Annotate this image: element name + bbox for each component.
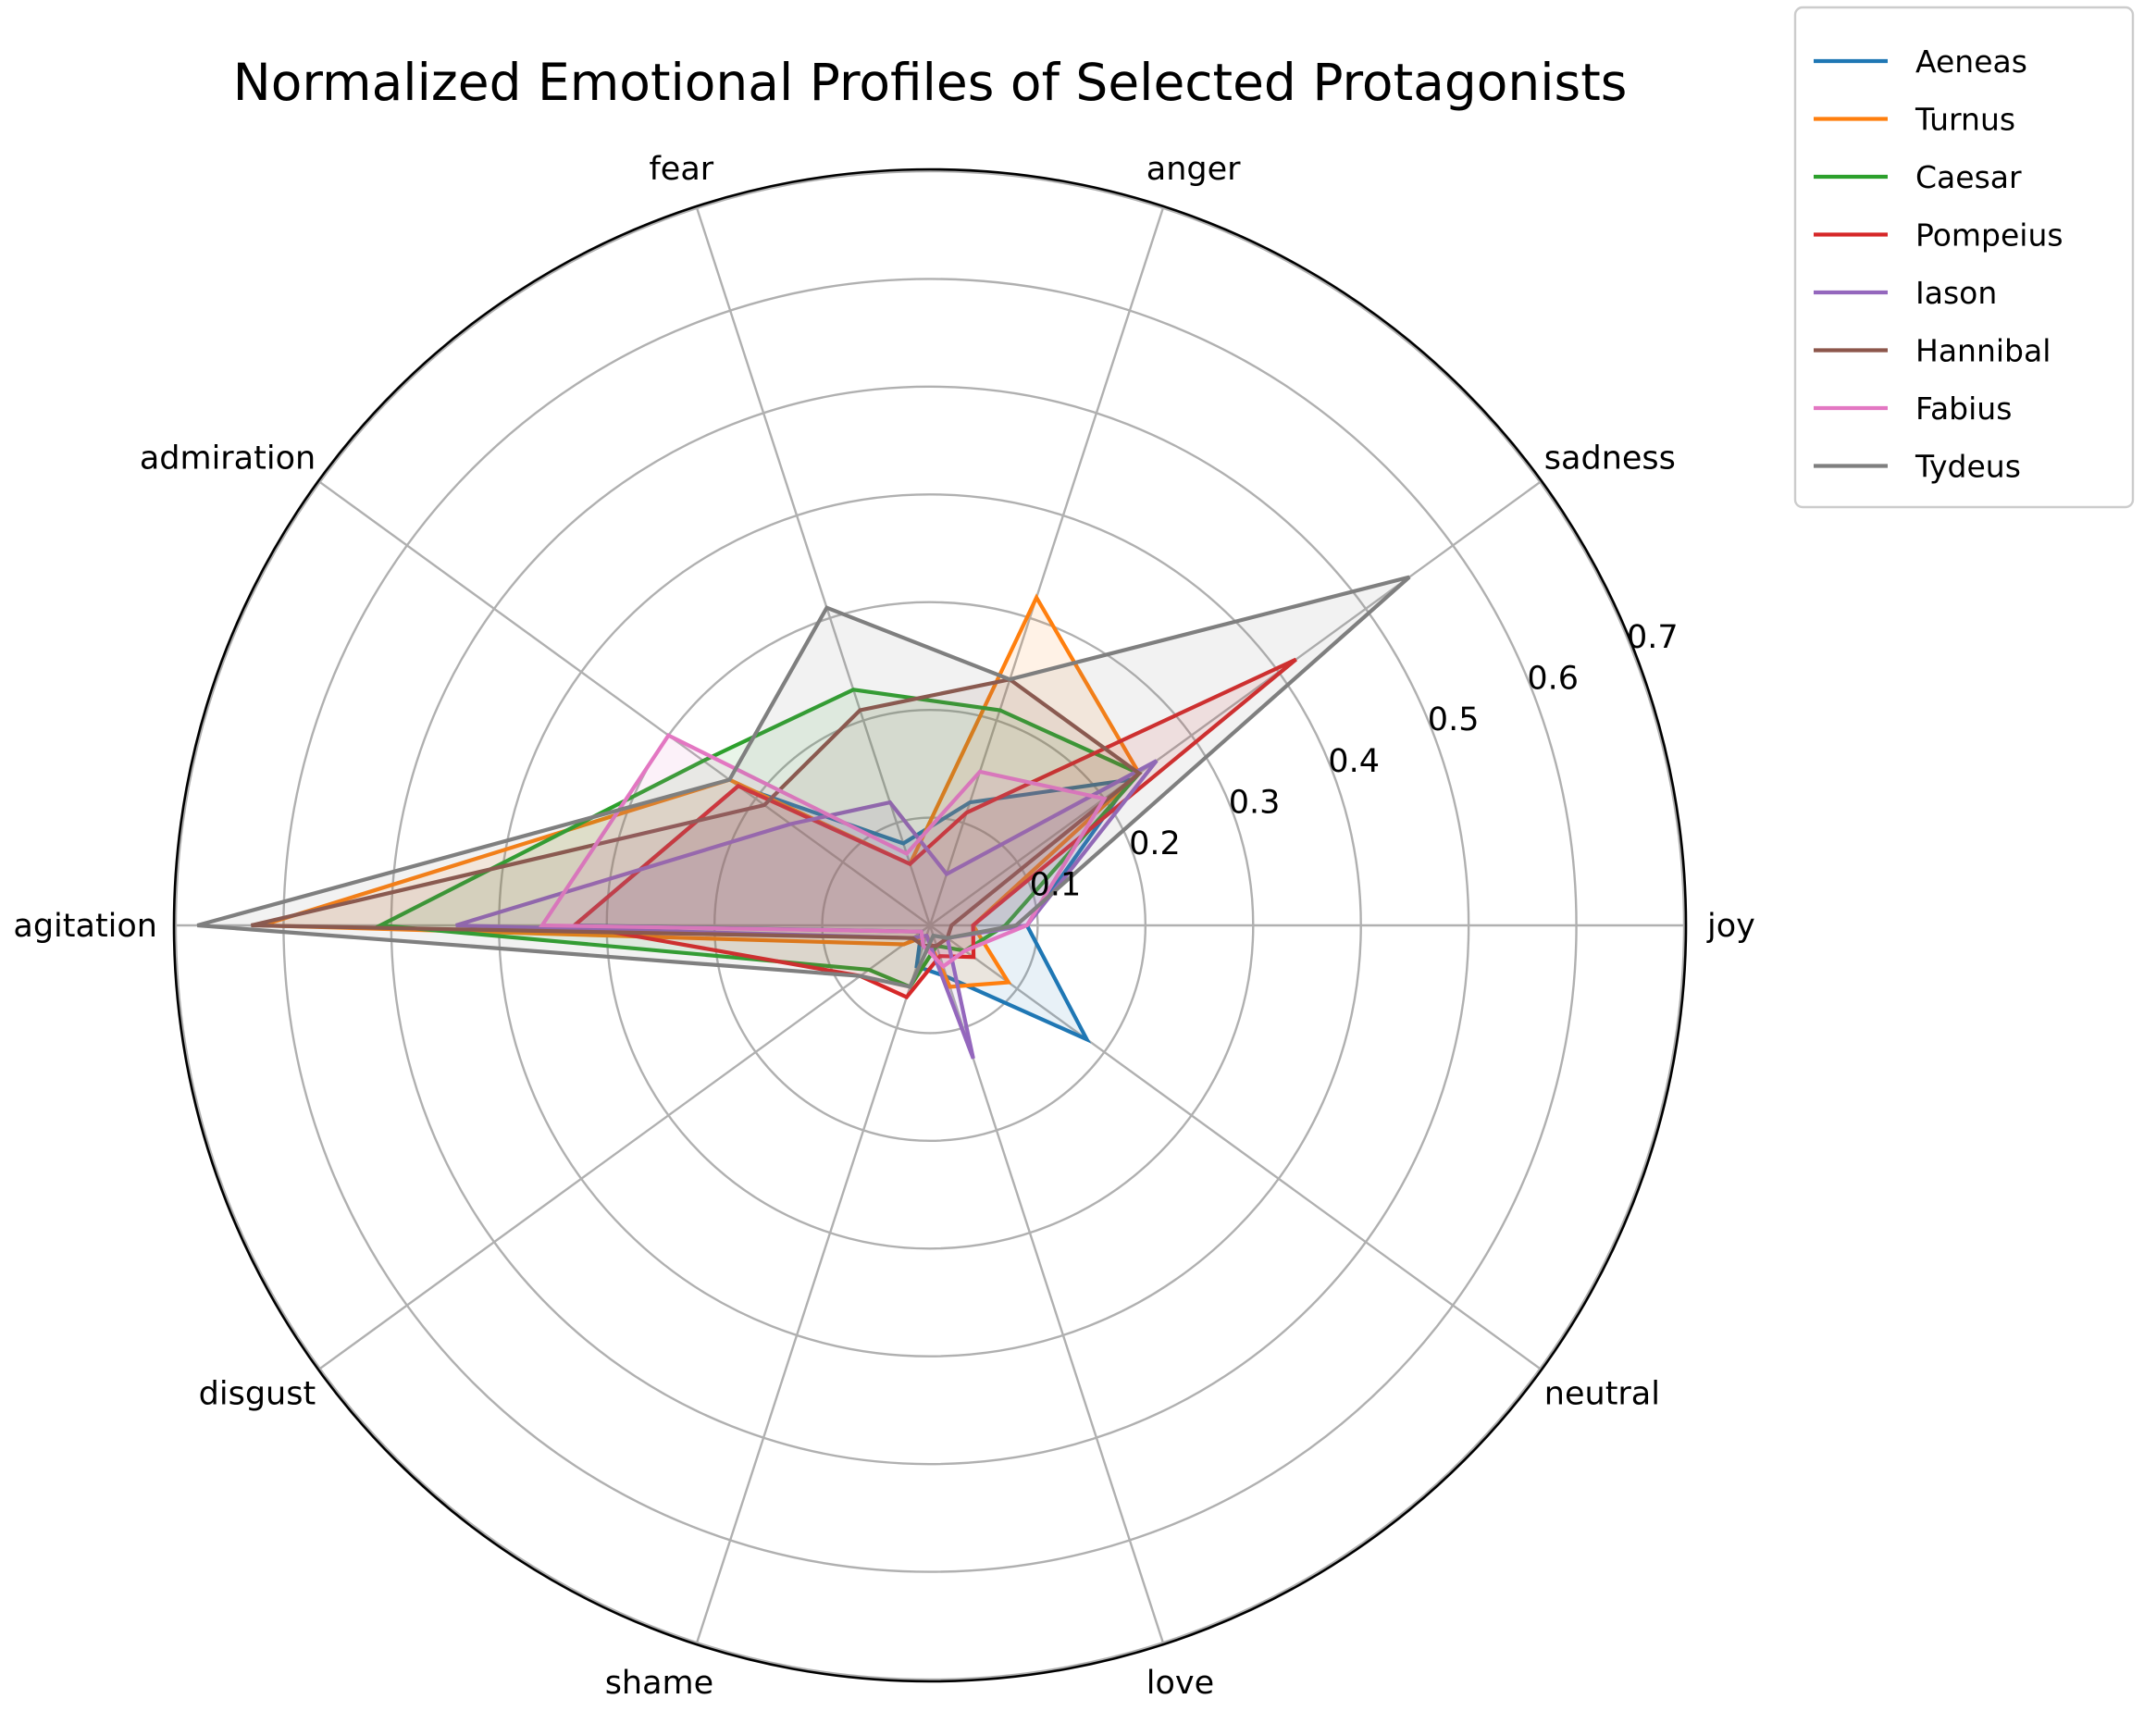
series-fill bbox=[197, 577, 1410, 987]
polar-frame bbox=[172, 167, 1688, 1683]
grid-spoke bbox=[318, 480, 931, 926]
series-fill bbox=[380, 689, 1140, 987]
axis-label-anger: anger bbox=[1146, 151, 1241, 188]
r-tick-label: 0.5 bbox=[1428, 701, 1480, 738]
axis-label-admiration: admiration bbox=[140, 440, 316, 477]
r-tick-label: 0.2 bbox=[1129, 825, 1181, 862]
r-tick-label: 0.1 bbox=[1030, 866, 1082, 903]
axis-label-joy: joy bbox=[1706, 908, 1755, 945]
chart-title: Normalized Emotional Profiles of Selecte… bbox=[233, 53, 1628, 112]
axis-label-neutral: neutral bbox=[1544, 1376, 1660, 1413]
legend-label: Turnus bbox=[1915, 102, 2015, 138]
legend-label: Tydeus bbox=[1915, 449, 2021, 485]
series-tydeus bbox=[196, 575, 1411, 989]
series-fill bbox=[262, 597, 1140, 987]
legend-label: Hannibal bbox=[1915, 333, 2051, 369]
series-iason bbox=[455, 759, 1159, 1060]
axis-labels: joy sadness anger fear admiration agitation di… bbox=[13, 151, 1754, 1702]
axis-label-agitation: agitation bbox=[13, 908, 157, 945]
r-tick-label: 0.3 bbox=[1229, 784, 1281, 821]
legend-label: Caesar bbox=[1915, 159, 2022, 195]
grid-spoke bbox=[928, 207, 1164, 926]
axis-label-disgust: disgust bbox=[199, 1376, 316, 1413]
legend: Aeneas Turnus Caesar Pompeius Iason Hannibal F… bbox=[1793, 6, 2135, 509]
legend-label: Pompeius bbox=[1915, 217, 2063, 254]
grid-spoke bbox=[929, 480, 1542, 926]
legend-label: Fabius bbox=[1915, 391, 2012, 427]
series-fill bbox=[455, 761, 1157, 1059]
series-fill bbox=[251, 679, 1140, 947]
r-tick-label: 0.4 bbox=[1328, 743, 1380, 780]
grid-spoke bbox=[929, 924, 1542, 1370]
axis-label-fear: fear bbox=[649, 151, 713, 188]
radial-tick-labels: 0.1 0.2 0.3 0.4 0.5 0.6 0.7 bbox=[1030, 619, 1679, 903]
axis-label-sadness: sadness bbox=[1544, 440, 1676, 477]
grid-spoke bbox=[318, 924, 931, 1370]
series-layer bbox=[196, 575, 1411, 1060]
legend-label: Aeneas bbox=[1915, 43, 2027, 80]
axis-label-shame: shame bbox=[605, 1665, 714, 1702]
axis-label-love: love bbox=[1146, 1665, 1214, 1702]
series-fill bbox=[574, 779, 1131, 1040]
legend-label: Iason bbox=[1915, 275, 1997, 311]
grid-spoke bbox=[696, 924, 932, 1643]
r-tick-label: 0.7 bbox=[1627, 619, 1679, 656]
r-tick-label: 0.6 bbox=[1527, 661, 1579, 698]
legend-box bbox=[1793, 6, 2135, 509]
